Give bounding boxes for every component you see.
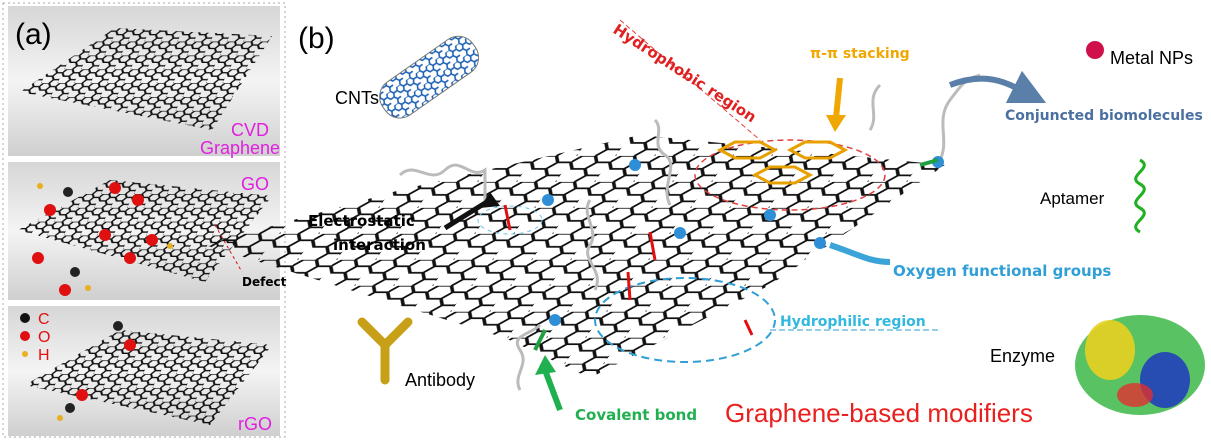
go-groups-part (37, 183, 43, 189)
cvd-label: Graphene (200, 138, 280, 158)
biomolecule-chains-part (868, 83, 882, 131)
go-groups-part (63, 187, 73, 197)
go-groups-part (146, 234, 158, 246)
rgo-sheet (25, 330, 272, 425)
panel-a: (a) CVD Graphene GO Defect C O H rGO (2, 2, 287, 438)
rgo-groups-part (22, 351, 28, 357)
stacking-label: π-π stacking (810, 46, 910, 62)
go-label: GO (241, 174, 269, 194)
cvd-label: CVD (231, 120, 269, 140)
functional-groups-part (503, 204, 512, 231)
rgo-groups-part (65, 403, 75, 413)
go-groups-part (70, 267, 80, 277)
panel-label: (b) (298, 22, 335, 55)
biomolecules-label: Conjuncted biomolecules (1005, 108, 1203, 124)
go-groups-part (132, 194, 144, 206)
electrostatic-zone (477, 205, 543, 235)
functional-groups-part (549, 314, 561, 326)
rgo-groups-part (124, 339, 136, 351)
biomolecule-arrow (948, 70, 1047, 104)
oxygen-groups-label: Oxygen functional groups (893, 262, 1111, 280)
stacking-arrow (833, 77, 843, 119)
functional-groups-part (626, 271, 632, 301)
panel-border (2, 2, 286, 438)
metal-np (1086, 41, 1104, 59)
defect-label: Defect (242, 275, 287, 289)
aptamer-label: Aptamer (1040, 189, 1105, 208)
biomolecule-chains-part (398, 163, 487, 205)
functional-groups-part (648, 231, 657, 261)
cnts-label: CNTs (335, 88, 379, 108)
rgo-groups-part (76, 389, 88, 401)
rgo-groups-part (20, 313, 30, 323)
antibody-icon (357, 317, 413, 385)
rgo-groups-part (20, 331, 30, 341)
functional-groups-part (919, 158, 939, 167)
cvd-sheet (20, 28, 272, 130)
biomolecule-chains-part (516, 323, 542, 391)
go-groups-part (99, 229, 111, 241)
functional-groups (503, 156, 944, 351)
go-groups-part (124, 252, 136, 264)
functional-groups-part (542, 194, 554, 206)
stacking-rings-part (716, 140, 849, 185)
go-groups-part (32, 252, 44, 264)
oxygen-arrow (829, 242, 891, 265)
arrowhead (826, 115, 846, 132)
go-groups-part (109, 182, 121, 194)
go-groups (32, 182, 243, 296)
legend-label: H (38, 347, 50, 364)
panel-b: (b) CNTs Hydrophobic region π-π stacking… (205, 19, 1205, 428)
functional-groups-part (764, 209, 776, 221)
biomolecule-chains-part (585, 199, 599, 291)
cnt-part (379, 35, 480, 119)
hydrophilic-label: Hydrophilic region (780, 314, 926, 330)
stacking-rings (716, 140, 849, 185)
cnt (379, 35, 480, 119)
enzyme-part (1085, 320, 1135, 380)
antibody-label: Antibody (405, 370, 475, 390)
functional-groups-part (814, 237, 826, 249)
covalent-label: Covalent bond (575, 406, 697, 424)
rgo-groups-part (57, 415, 63, 421)
rgo-groups-part (113, 321, 123, 331)
aptamer-strand (1134, 158, 1146, 234)
caption: Graphene-based modifiers (725, 398, 1033, 428)
hydrophilic-zone (594, 277, 776, 363)
functional-groups-part (629, 159, 641, 171)
rgo-groups (20, 313, 136, 421)
hydrophobic-label: Hydrophobic region (610, 20, 760, 126)
electrostatic-label: interaction (333, 236, 426, 254)
rgo-label: rGO (238, 414, 272, 434)
arrowhead (480, 192, 500, 208)
go-sheet (18, 180, 272, 282)
arrowhead (535, 355, 556, 375)
functional-groups-part (743, 319, 754, 336)
covalent-arrow (542, 368, 563, 412)
go-groups-part (44, 204, 56, 216)
go-groups-part (85, 285, 91, 291)
metal-nps-label: Metal NPs (1110, 48, 1193, 68)
biomolecule-chains-part (938, 73, 981, 161)
hydrophobic-zone (694, 139, 886, 211)
panel-label: (a) (15, 18, 52, 51)
legend-label: C (38, 311, 50, 328)
graphene-sheet (205, 135, 945, 378)
enzyme-label: Enzyme (990, 346, 1055, 366)
enzyme-part (1117, 383, 1153, 407)
go-groups-part (167, 243, 173, 249)
hydrophobic-guide (619, 19, 761, 141)
functional-groups-part (674, 227, 686, 239)
biomolecule-chains-part (653, 118, 673, 206)
electrostatic-label: Electrostatic (308, 212, 415, 230)
functional-groups-part (533, 329, 547, 351)
go-groups-part (59, 284, 71, 296)
legend-label: O (38, 329, 50, 346)
enzyme (1075, 315, 1205, 415)
